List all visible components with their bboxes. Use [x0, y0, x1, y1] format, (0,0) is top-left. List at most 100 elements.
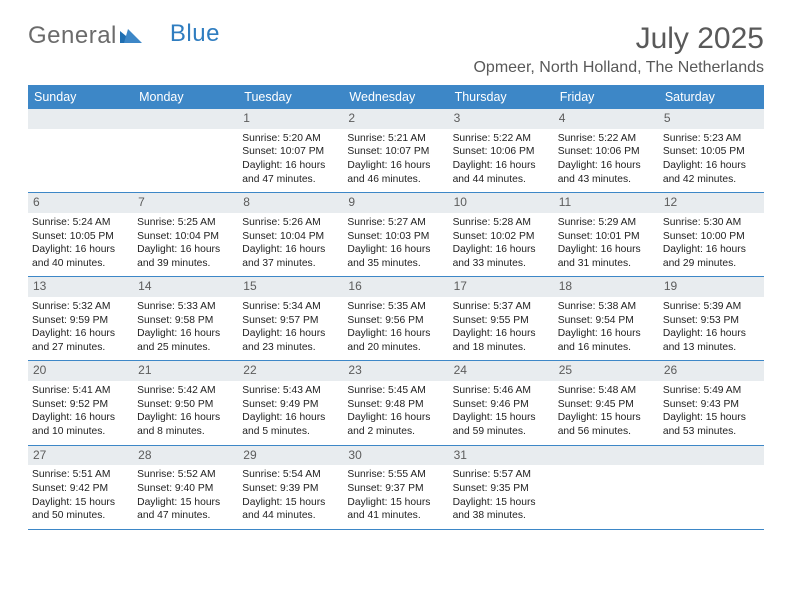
- daylight-text: Daylight: 16 hours and 46 minutes.: [347, 159, 444, 186]
- calendar-day: 8Sunrise: 5:26 AMSunset: 10:04 PMDayligh…: [238, 193, 343, 276]
- daylight-text: Daylight: 15 hours and 50 minutes.: [32, 496, 129, 523]
- calendar-day: 28Sunrise: 5:52 AMSunset: 9:40 PMDayligh…: [133, 446, 238, 529]
- sunset-text: Sunset: 10:07 PM: [347, 145, 444, 159]
- sunset-text: Sunset: 10:07 PM: [242, 145, 339, 159]
- calendar-day: 22Sunrise: 5:43 AMSunset: 9:49 PMDayligh…: [238, 361, 343, 444]
- calendar-day: 20Sunrise: 5:41 AMSunset: 9:52 PMDayligh…: [28, 361, 133, 444]
- day-header: Saturday: [659, 85, 764, 109]
- calendar-week: 13Sunrise: 5:32 AMSunset: 9:59 PMDayligh…: [28, 277, 764, 361]
- calendar-week: 27Sunrise: 5:51 AMSunset: 9:42 PMDayligh…: [28, 446, 764, 530]
- calendar-day: 3Sunrise: 5:22 AMSunset: 10:06 PMDayligh…: [449, 109, 554, 192]
- day-number: [133, 109, 238, 129]
- calendar-grid: SundayMondayTuesdayWednesdayThursdayFrid…: [28, 85, 764, 530]
- sunset-text: Sunset: 10:03 PM: [347, 230, 444, 244]
- sunset-text: Sunset: 10:00 PM: [663, 230, 760, 244]
- sunrise-text: Sunrise: 5:23 AM: [663, 132, 760, 146]
- day-number: 18: [554, 277, 659, 297]
- calendar-day: 10Sunrise: 5:28 AMSunset: 10:02 PMDaylig…: [449, 193, 554, 276]
- sunrise-text: Sunrise: 5:25 AM: [137, 216, 234, 230]
- sunset-text: Sunset: 9:58 PM: [137, 314, 234, 328]
- calendar-week: 6Sunrise: 5:24 AMSunset: 10:05 PMDayligh…: [28, 193, 764, 277]
- daylight-text: Daylight: 16 hours and 5 minutes.: [242, 411, 339, 438]
- day-number: 27: [28, 446, 133, 466]
- daylight-text: Daylight: 15 hours and 59 minutes.: [453, 411, 550, 438]
- sunset-text: Sunset: 9:48 PM: [347, 398, 444, 412]
- daylight-text: Daylight: 16 hours and 16 minutes.: [558, 327, 655, 354]
- calendar-day: 29Sunrise: 5:54 AMSunset: 9:39 PMDayligh…: [238, 446, 343, 529]
- calendar-day: 27Sunrise: 5:51 AMSunset: 9:42 PMDayligh…: [28, 446, 133, 529]
- sunset-text: Sunset: 10:05 PM: [663, 145, 760, 159]
- calendar-day: 9Sunrise: 5:27 AMSunset: 10:03 PMDayligh…: [343, 193, 448, 276]
- logo-triangle-icon: [120, 22, 142, 50]
- sunset-text: Sunset: 9:37 PM: [347, 482, 444, 496]
- day-header: Tuesday: [238, 85, 343, 109]
- daylight-text: Daylight: 15 hours and 38 minutes.: [453, 496, 550, 523]
- sunrise-text: Sunrise: 5:20 AM: [242, 132, 339, 146]
- daylight-text: Daylight: 16 hours and 25 minutes.: [137, 327, 234, 354]
- sunset-text: Sunset: 9:53 PM: [663, 314, 760, 328]
- daylight-text: Daylight: 16 hours and 29 minutes.: [663, 243, 760, 270]
- sunset-text: Sunset: 9:39 PM: [242, 482, 339, 496]
- calendar-header-row: SundayMondayTuesdayWednesdayThursdayFrid…: [28, 85, 764, 109]
- calendar-body: 1Sunrise: 5:20 AMSunset: 10:07 PMDayligh…: [28, 109, 764, 530]
- day-number: 17: [449, 277, 554, 297]
- sunset-text: Sunset: 9:46 PM: [453, 398, 550, 412]
- calendar-week: 20Sunrise: 5:41 AMSunset: 9:52 PMDayligh…: [28, 361, 764, 445]
- day-header: Monday: [133, 85, 238, 109]
- sunset-text: Sunset: 9:52 PM: [32, 398, 129, 412]
- day-number: 13: [28, 277, 133, 297]
- sunrise-text: Sunrise: 5:54 AM: [242, 468, 339, 482]
- brand-part1: General: [28, 22, 117, 50]
- daylight-text: Daylight: 16 hours and 27 minutes.: [32, 327, 129, 354]
- brand-part2: Blue: [170, 20, 220, 48]
- sunset-text: Sunset: 10:01 PM: [558, 230, 655, 244]
- sunset-text: Sunset: 10:06 PM: [558, 145, 655, 159]
- sunset-text: Sunset: 9:56 PM: [347, 314, 444, 328]
- sunset-text: Sunset: 9:54 PM: [558, 314, 655, 328]
- sunrise-text: Sunrise: 5:26 AM: [242, 216, 339, 230]
- day-header: Sunday: [28, 85, 133, 109]
- daylight-text: Daylight: 16 hours and 39 minutes.: [137, 243, 234, 270]
- daylight-text: Daylight: 16 hours and 43 minutes.: [558, 159, 655, 186]
- sunset-text: Sunset: 9:57 PM: [242, 314, 339, 328]
- calendar-day: 11Sunrise: 5:29 AMSunset: 10:01 PMDaylig…: [554, 193, 659, 276]
- day-number: 22: [238, 361, 343, 381]
- day-number: 25: [554, 361, 659, 381]
- day-number: 7: [133, 193, 238, 213]
- daylight-text: Daylight: 16 hours and 35 minutes.: [347, 243, 444, 270]
- day-number: 15: [238, 277, 343, 297]
- sunrise-text: Sunrise: 5:33 AM: [137, 300, 234, 314]
- calendar-day: 16Sunrise: 5:35 AMSunset: 9:56 PMDayligh…: [343, 277, 448, 360]
- sunrise-text: Sunrise: 5:28 AM: [453, 216, 550, 230]
- daylight-text: Daylight: 16 hours and 2 minutes.: [347, 411, 444, 438]
- day-number: 4: [554, 109, 659, 129]
- daylight-text: Daylight: 16 hours and 44 minutes.: [453, 159, 550, 186]
- daylight-text: Daylight: 15 hours and 41 minutes.: [347, 496, 444, 523]
- calendar-day: 26Sunrise: 5:49 AMSunset: 9:43 PMDayligh…: [659, 361, 764, 444]
- day-number: [554, 446, 659, 466]
- calendar-day: 6Sunrise: 5:24 AMSunset: 10:05 PMDayligh…: [28, 193, 133, 276]
- day-number: 5: [659, 109, 764, 129]
- day-number: 16: [343, 277, 448, 297]
- day-number: 26: [659, 361, 764, 381]
- calendar-day: [133, 109, 238, 192]
- calendar-day: [554, 446, 659, 529]
- day-number: [28, 109, 133, 129]
- location-subtitle: Opmeer, North Holland, The Netherlands: [473, 59, 764, 77]
- daylight-text: Daylight: 16 hours and 8 minutes.: [137, 411, 234, 438]
- sunrise-text: Sunrise: 5:39 AM: [663, 300, 760, 314]
- daylight-text: Daylight: 16 hours and 31 minutes.: [558, 243, 655, 270]
- day-number: 29: [238, 446, 343, 466]
- sunset-text: Sunset: 9:49 PM: [242, 398, 339, 412]
- calendar-day: 2Sunrise: 5:21 AMSunset: 10:07 PMDayligh…: [343, 109, 448, 192]
- calendar-day: [28, 109, 133, 192]
- day-header: Wednesday: [343, 85, 448, 109]
- daylight-text: Daylight: 16 hours and 40 minutes.: [32, 243, 129, 270]
- sunrise-text: Sunrise: 5:24 AM: [32, 216, 129, 230]
- calendar-day: 31Sunrise: 5:57 AMSunset: 9:35 PMDayligh…: [449, 446, 554, 529]
- day-number: 10: [449, 193, 554, 213]
- daylight-text: Daylight: 16 hours and 47 minutes.: [242, 159, 339, 186]
- sunset-text: Sunset: 9:59 PM: [32, 314, 129, 328]
- day-number: 14: [133, 277, 238, 297]
- sunrise-text: Sunrise: 5:42 AM: [137, 384, 234, 398]
